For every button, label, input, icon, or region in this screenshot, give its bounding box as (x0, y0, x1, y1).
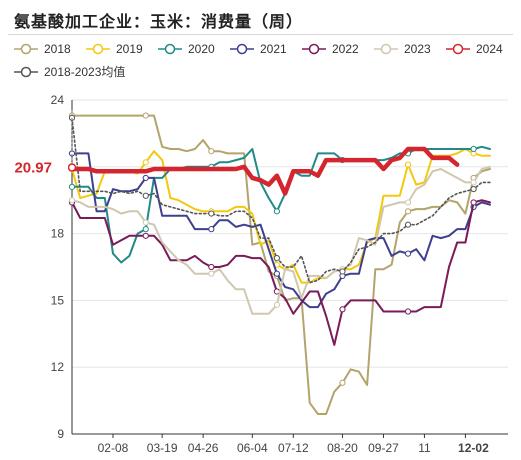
series-point (208, 263, 215, 271)
series-lines (68, 112, 491, 415)
series-point (142, 112, 149, 119)
series-point (68, 183, 76, 190)
x-tick-label: 09-27 (368, 441, 399, 455)
series-point (208, 270, 215, 277)
series-point (470, 199, 477, 206)
legend-label: 2021 (260, 42, 287, 56)
legend-label: 2024 (476, 42, 503, 56)
legend-item[interactable]: 2020 (158, 42, 215, 56)
current-marker: 20.97 (14, 110, 77, 179)
series-line-2018[interactable] (71, 114, 491, 415)
x-tick-label: 07-12 (278, 441, 309, 455)
legend-item[interactable]: 2019 (86, 42, 143, 56)
series-point (404, 208, 412, 215)
series-point (404, 221, 412, 228)
legend-item[interactable]: 2023 (374, 42, 431, 56)
legend-label: 2020 (188, 42, 215, 56)
chart-title: 氨基酸加工企业：玉米：消费量（周） (14, 12, 304, 31)
legend-label: 2018 (44, 42, 71, 56)
y-axis: 91215182124 (51, 93, 73, 441)
series-point (404, 250, 412, 257)
series-point (208, 226, 215, 233)
legend-symbol (452, 43, 464, 55)
x-tick-label: 08-20 (327, 441, 358, 455)
series-point (404, 161, 412, 168)
y-tick-label: 12 (51, 360, 65, 374)
y-tick-label: 9 (57, 427, 64, 441)
y-tick-label: 18 (51, 227, 65, 241)
series-line-2022[interactable] (71, 199, 491, 346)
legend-label: 2022 (332, 42, 359, 56)
legend-label: 2019 (116, 42, 143, 56)
legend-symbol (20, 43, 32, 55)
series-point (339, 268, 346, 275)
x-tick-label: 12-02 (458, 441, 489, 455)
legend-symbol (380, 43, 392, 55)
legend-item[interactable]: 2024 (446, 42, 503, 56)
series-line-2019[interactable] (71, 148, 491, 284)
title-divider (8, 34, 513, 35)
series-line-2018-2023均值[interactable] (71, 117, 491, 284)
x-axis: 02-08 03-19 04-26 06-04 07-12 08-20 09-27 11 12-… (72, 433, 508, 455)
legend-label: 2018-2023均值 (44, 64, 125, 79)
series-point (273, 208, 281, 215)
current-label-bg (14, 156, 68, 179)
series-line-2020[interactable] (71, 145, 491, 264)
legend-symbol (164, 43, 176, 55)
y-tick-label: 24 (51, 93, 65, 107)
legend-item[interactable]: 2018-2023均值 (14, 64, 125, 79)
series-point (470, 179, 477, 186)
series-line-2021[interactable] (71, 152, 491, 309)
x-tick-label: 04-26 (188, 441, 219, 455)
series-point (68, 197, 76, 204)
legend-label: 2023 (404, 42, 431, 56)
x-tick-label: 02-08 (98, 441, 129, 455)
current-point (67, 163, 77, 172)
legend-item[interactable]: 2021 (230, 42, 287, 56)
series-point (470, 185, 477, 193)
current-value-label: 20.97 (14, 159, 52, 176)
y-gridlines (72, 99, 508, 368)
series-line-2023[interactable] (71, 165, 491, 315)
x-tick-label: 03-19 (147, 441, 178, 455)
series-point (273, 270, 281, 277)
series-point (142, 192, 149, 199)
series-point (273, 301, 281, 308)
y-tick-label: 15 (51, 293, 65, 307)
series-point (339, 379, 346, 386)
series-point (142, 159, 149, 166)
series-point (339, 306, 346, 313)
legend: 2018 2019 2020 2021 2022 2023 2024 2018-2023均值 (14, 42, 503, 79)
x-tick-label: 11 (418, 441, 431, 455)
series-point (273, 254, 281, 262)
legend-symbol (20, 66, 32, 78)
series-point (208, 210, 215, 217)
legend-symbol (236, 43, 248, 55)
series-point (142, 226, 149, 233)
legend-item[interactable]: 2018 (14, 42, 71, 56)
legend-symbol (308, 43, 320, 55)
series-line-2024[interactable] (69, 146, 460, 196)
series-point (142, 174, 149, 182)
series-point (470, 145, 477, 153)
series-point (404, 199, 412, 206)
series-point (404, 308, 412, 315)
legend-symbol (92, 43, 104, 55)
series-point (142, 232, 149, 239)
x-tick-label: 06-04 (237, 441, 268, 455)
legend-item[interactable]: 2022 (302, 42, 359, 56)
series-point (208, 148, 215, 155)
series-point (142, 219, 149, 226)
